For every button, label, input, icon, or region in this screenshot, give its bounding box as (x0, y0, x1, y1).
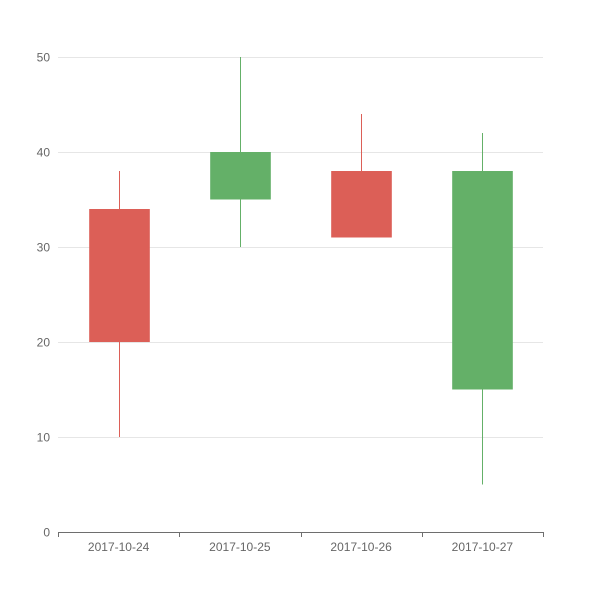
x-tick-label: 2017-10-27 (452, 540, 514, 554)
y-tick-label: 0 (43, 526, 50, 540)
candle-2017-10-25 (210, 57, 271, 247)
candle-body (89, 209, 150, 342)
y-tick-label: 40 (37, 146, 51, 160)
x-tick-label: 2017-10-25 (209, 540, 271, 554)
x-tick-label: 2017-10-26 (330, 540, 392, 554)
candles (89, 57, 513, 485)
candle-body (452, 171, 513, 390)
candle-body (331, 171, 392, 238)
candle-2017-10-26 (331, 114, 392, 238)
y-tick-label: 10 (37, 431, 51, 445)
x-axis: 2017-10-24 2017-10-25 2017-10-26 2017-10-27 (58, 532, 544, 554)
y-tick-label: 20 (37, 336, 51, 350)
x-tick-label: 2017-10-24 (88, 540, 150, 554)
candle-2017-10-24 (89, 171, 150, 437)
y-tick-label: 30 (37, 241, 51, 255)
y-axis: 0 10 20 30 40 50 (37, 51, 51, 540)
candle-body (210, 152, 271, 200)
candle-2017-10-27 (452, 133, 513, 485)
y-tick-label: 50 (37, 51, 51, 65)
